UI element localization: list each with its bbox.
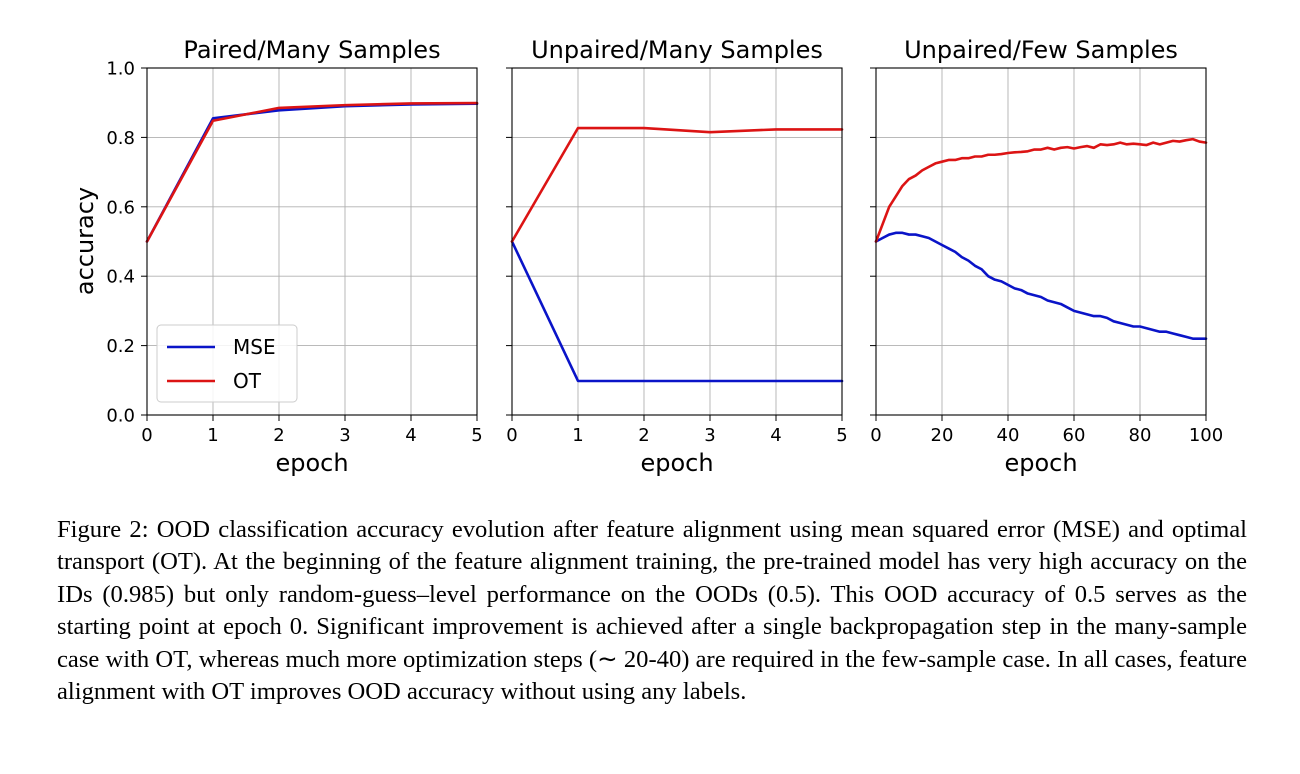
y-axis-label: accuracy — [71, 187, 99, 295]
legend-label-mse: MSE — [233, 335, 276, 359]
x-tick-label: 3 — [339, 425, 350, 446]
x-tick-label: 3 — [704, 425, 715, 446]
chart-panel-2: 0 1 2 3 4 5 Unpaired/Many Samples epoch — [506, 36, 848, 477]
y-tick-label: 0.4 — [106, 267, 135, 288]
legend: MSE OT — [156, 324, 298, 403]
x-tick-label: 20 — [931, 425, 954, 446]
x-tick-label: 0 — [506, 425, 517, 446]
x-tick-label: 5 — [471, 425, 482, 446]
x-axis-label: epoch — [275, 449, 348, 477]
series-line-ot — [510, 126, 844, 243]
x-tick-label: 40 — [997, 425, 1020, 446]
x-tick-label: 5 — [836, 425, 847, 446]
legend-box — [156, 324, 298, 403]
y-tick-label: 0.8 — [106, 128, 135, 149]
series-line-mse — [145, 102, 479, 243]
x-tick-label: 1 — [207, 425, 218, 446]
y-tick-label: 1.0 — [106, 59, 135, 80]
series-line-ot — [874, 137, 1208, 243]
figure-panels: 0 1 2 3 4 5 0.0 0.2 0.4 0.6 0.8 1.0 Paired/Many Samp… — [71, 36, 1223, 477]
legend-label-ot: OT — [233, 369, 262, 393]
x-tick-label: 60 — [1063, 425, 1086, 446]
x-tick-label: 80 — [1129, 425, 1152, 446]
x-tick-label: 1 — [572, 425, 583, 446]
chart-title: Paired/Many Samples — [183, 36, 440, 64]
plot-frame — [511, 67, 843, 416]
chart-title: Unpaired/Many Samples — [531, 36, 823, 64]
plot-frame — [875, 67, 1207, 416]
x-tick-label: 0 — [870, 425, 881, 446]
x-axis-label: epoch — [1004, 449, 1077, 477]
x-tick-label: 4 — [405, 425, 416, 446]
series-line-ot — [145, 101, 479, 243]
x-tick-label: 0 — [141, 425, 152, 446]
x-tick-label: 100 — [1189, 425, 1223, 446]
x-axis-label: epoch — [640, 449, 713, 477]
plot-frame — [146, 67, 478, 416]
x-tick-label: 4 — [770, 425, 781, 446]
chart-panel-3: 0 20 40 60 80 100 Unpaired/Few Samples epoch — [870, 36, 1223, 477]
chart-panel-1: 0 1 2 3 4 5 0.0 0.2 0.4 0.6 0.8 1.0 Paired/Many Samp… — [106, 36, 482, 477]
x-tick-label: 2 — [638, 425, 649, 446]
y-tick-label: 0.0 — [106, 406, 135, 427]
y-tick-label: 0.6 — [106, 197, 135, 218]
chart-title: Unpaired/Few Samples — [904, 36, 1178, 64]
x-tick-label: 2 — [273, 425, 284, 446]
series-line-mse — [510, 240, 844, 383]
series-line-mse — [874, 231, 1208, 340]
figure-caption: Figure 2: OOD classification accuracy ev… — [57, 516, 1247, 706]
y-tick-label: 0.2 — [106, 336, 135, 357]
